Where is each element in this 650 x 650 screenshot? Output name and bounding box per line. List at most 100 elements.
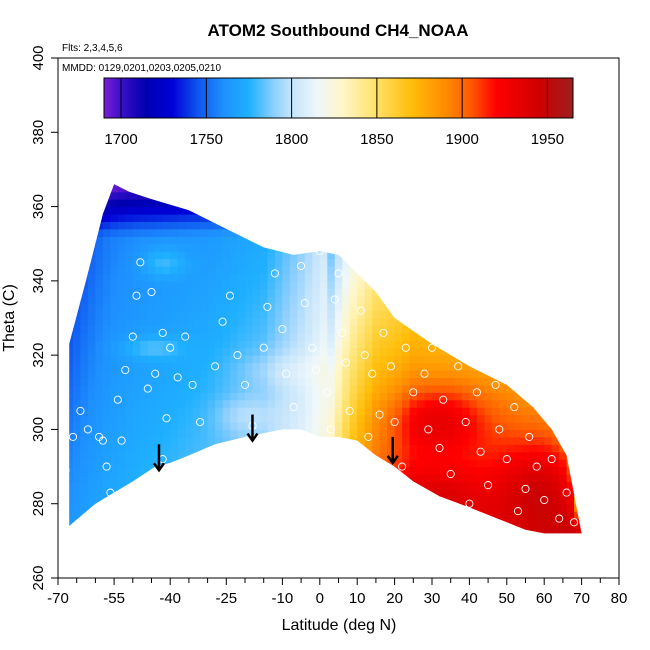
- field-cell: [304, 258, 313, 267]
- field-cell: [170, 288, 179, 297]
- field-cell: [372, 511, 381, 520]
- field-cell: [484, 280, 493, 289]
- field-cell: [215, 325, 224, 334]
- field-cell: [297, 407, 306, 416]
- field-cell: [469, 474, 478, 482]
- field-cell: [170, 436, 179, 445]
- field-cell: [73, 295, 82, 304]
- field-cell: [349, 184, 358, 185]
- field-cell: [73, 273, 82, 282]
- field-cell: [529, 228, 538, 237]
- field-cell: [282, 466, 291, 475]
- field-cell: [289, 199, 298, 208]
- field-cell: [357, 407, 366, 416]
- field-cell: [140, 340, 149, 349]
- field-cell: [192, 459, 201, 468]
- field-cell: [357, 496, 366, 505]
- field-cell: [215, 481, 224, 490]
- field-cell: [484, 266, 493, 274]
- field-cell: [327, 325, 336, 334]
- field-cell: [447, 243, 456, 252]
- field-cell: [476, 503, 485, 512]
- field-cell: [327, 370, 336, 378]
- field-cell: [402, 258, 411, 267]
- field-cell: [454, 503, 463, 512]
- field-cell: [491, 288, 500, 297]
- field-cell: [551, 303, 560, 312]
- field-cell: [514, 541, 522, 549]
- field-cell: [319, 332, 328, 341]
- field-cell: [132, 325, 141, 334]
- field-cell: [274, 221, 283, 230]
- field-cell: [387, 236, 396, 245]
- field-cell: [521, 436, 530, 445]
- field-cell: [394, 310, 403, 319]
- field-cell: [417, 221, 426, 230]
- field-cell: [185, 370, 194, 378]
- field-cell: [566, 436, 575, 445]
- field-cell: [342, 236, 351, 245]
- field-cell: [319, 184, 328, 185]
- field-cell: [357, 340, 366, 349]
- field-cell: [551, 377, 560, 386]
- field-cell: [417, 466, 426, 475]
- field-cell: [222, 436, 231, 445]
- field-cell: [484, 422, 493, 430]
- field-cell: [536, 392, 545, 401]
- field-cell: [484, 243, 493, 252]
- field-cell: [544, 303, 553, 312]
- field-cell: [155, 258, 164, 267]
- x-tick-label: 20: [386, 590, 403, 607]
- field-cell: [170, 459, 179, 468]
- field-cell: [357, 466, 366, 475]
- field-cell: [507, 541, 515, 549]
- field-cell: [192, 266, 201, 274]
- field-cell: [559, 444, 568, 453]
- field-cell: [582, 400, 590, 408]
- field-cell: [215, 533, 224, 534]
- field-cell: [222, 518, 231, 527]
- x-axis-label: Latitude (deg N): [282, 617, 397, 634]
- field-cell: [447, 184, 456, 193]
- field-cell: [417, 191, 426, 200]
- field-cell: [402, 266, 411, 274]
- field-cell: [132, 429, 141, 438]
- field-cell: [282, 481, 291, 490]
- x-tick-label: -25: [215, 590, 237, 607]
- field-cell: [207, 347, 216, 356]
- field-cell: [289, 392, 298, 401]
- field-cell: [177, 384, 186, 393]
- field-cell: [499, 243, 508, 252]
- field-cell: [432, 407, 441, 416]
- observation-point: [98, 436, 107, 445]
- field-cell: [274, 370, 283, 378]
- field-cell: [289, 332, 298, 341]
- field-cell: [484, 488, 493, 497]
- field-cell: [252, 221, 261, 230]
- field-cell: [215, 228, 224, 237]
- field-cell: [260, 399, 269, 408]
- field-cell: [469, 496, 478, 505]
- field-cell: [447, 251, 456, 260]
- field-cell: [200, 288, 209, 297]
- field-cell: [364, 325, 373, 334]
- field-cell: [484, 436, 493, 445]
- field-cell: [102, 392, 111, 401]
- field-cell: [447, 303, 456, 312]
- field-cell: [73, 466, 82, 475]
- field-cell: [379, 243, 388, 252]
- field-cell: [409, 459, 418, 468]
- field-cell: [402, 228, 411, 237]
- field-cell: [132, 303, 141, 312]
- field-cell: [574, 444, 582, 453]
- observation-point: [61, 466, 70, 475]
- field-cell: [289, 488, 298, 497]
- field-cell: [536, 459, 545, 468]
- field-cell: [87, 481, 96, 490]
- field-cell: [87, 503, 96, 512]
- observation-point: [240, 380, 250, 389]
- field-cell: [297, 481, 306, 490]
- field-cell: [222, 295, 231, 304]
- field-cell: [582, 370, 590, 378]
- field-cell: [312, 533, 321, 534]
